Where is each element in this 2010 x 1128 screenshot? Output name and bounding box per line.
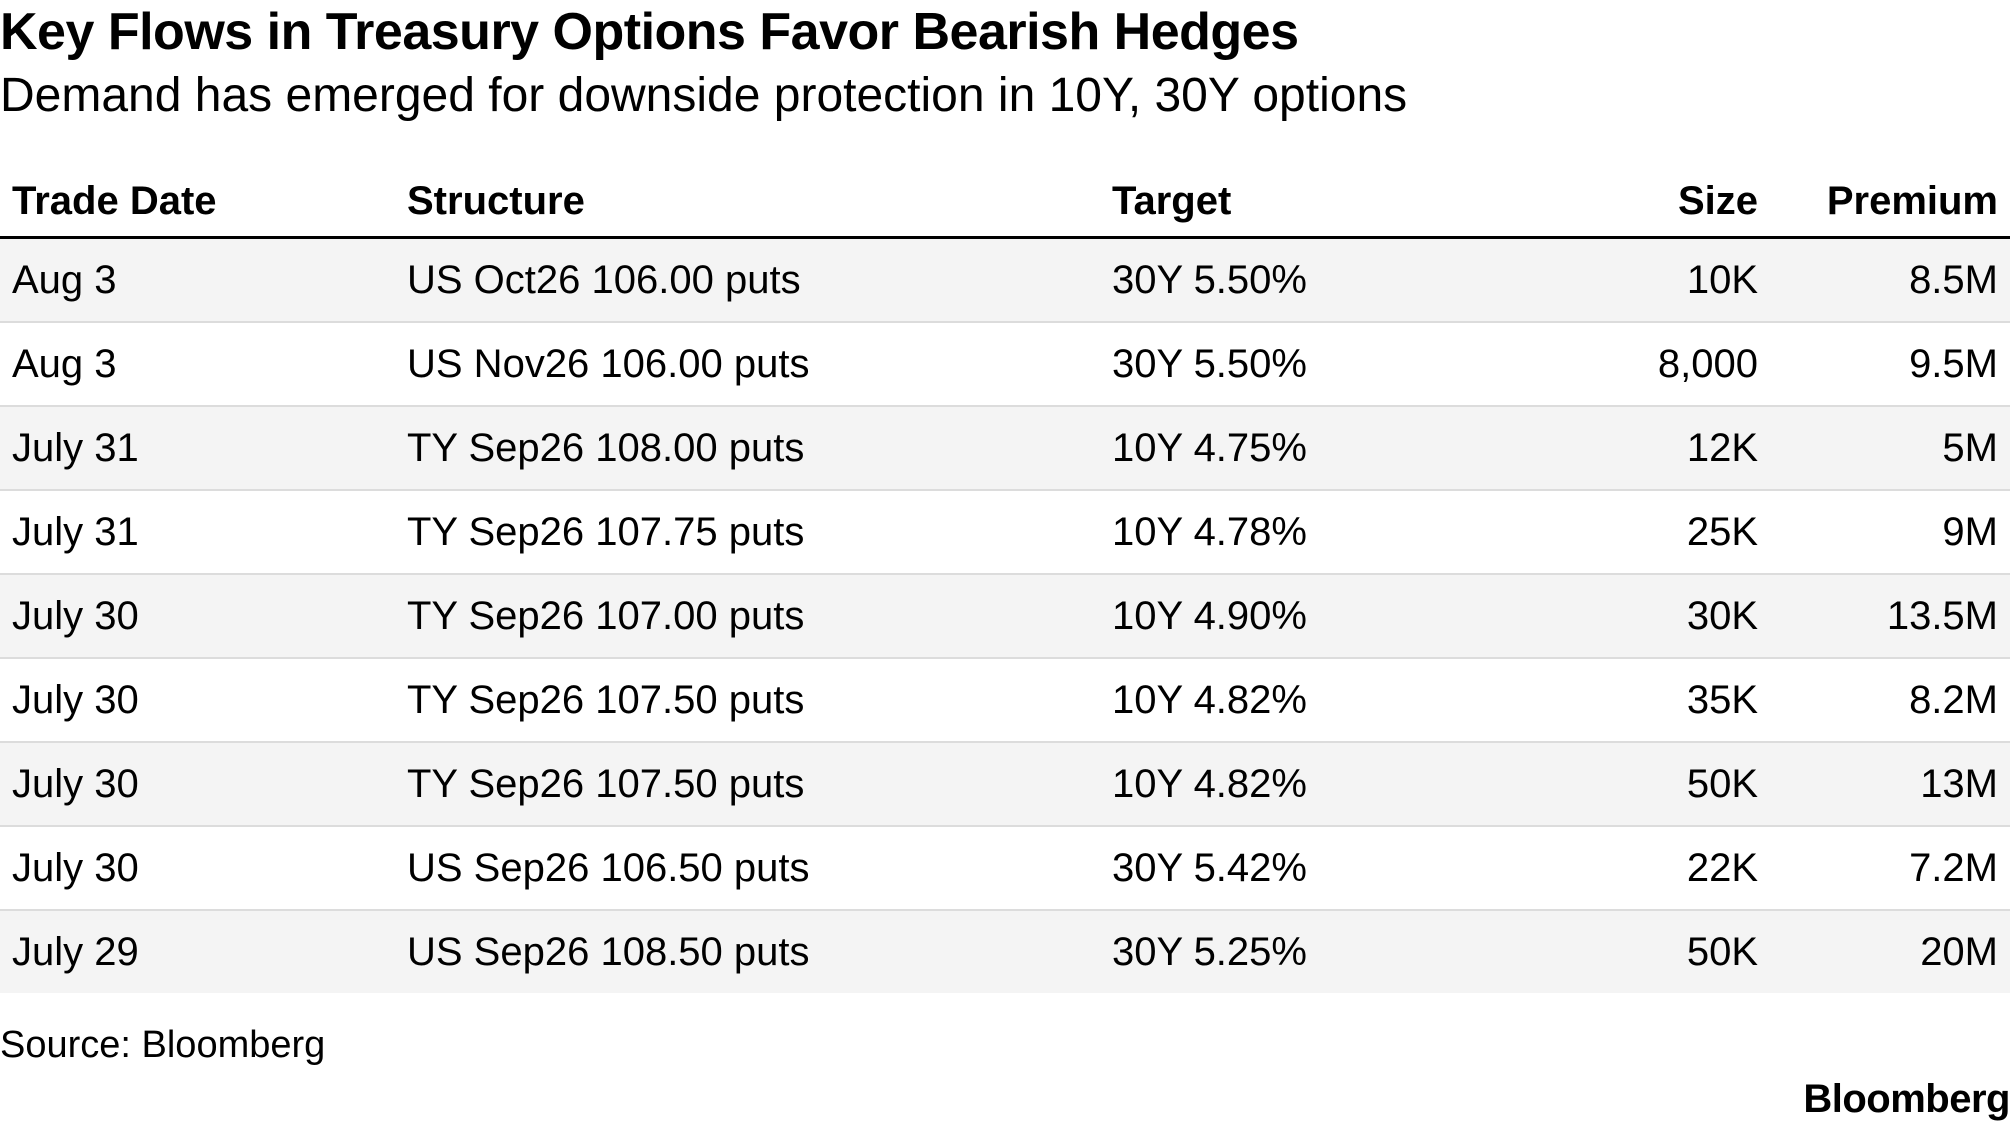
column-header-size: Size	[1400, 166, 1770, 239]
cell-size: 30K	[1400, 574, 1770, 659]
source-note: Source: Bloomberg	[0, 1024, 326, 1066]
cell-premium: 9M	[1770, 490, 2010, 575]
cell-target: 10Y 4.82%	[1100, 742, 1400, 827]
cell-premium: 9.5M	[1770, 322, 2010, 407]
cell-trade-date: Aug 3	[0, 322, 395, 407]
table-row: July 30 TY Sep26 107.50 puts 10Y 4.82% 5…	[0, 742, 2010, 827]
cell-size: 10K	[1400, 237, 1770, 323]
cell-size: 50K	[1400, 910, 1770, 993]
table-row: July 30 TY Sep26 107.00 puts 10Y 4.90% 3…	[0, 574, 2010, 659]
column-header-trade-date: Trade Date	[0, 166, 395, 239]
table-row: July 30 US Sep26 106.50 puts 30Y 5.42% 2…	[0, 826, 2010, 911]
column-header-structure: Structure	[395, 166, 1100, 239]
table-row: July 31 TY Sep26 108.00 puts 10Y 4.75% 1…	[0, 406, 2010, 491]
bloomberg-logo: Bloomberg	[1803, 1077, 2010, 1121]
cell-structure: TY Sep26 108.00 puts	[395, 406, 1100, 491]
cell-premium: 8.5M	[1770, 237, 2010, 323]
cell-premium: 13M	[1770, 742, 2010, 827]
cell-trade-date: July 30	[0, 658, 395, 743]
cell-target: 30Y 5.42%	[1100, 826, 1400, 911]
cell-trade-date: July 29	[0, 910, 395, 993]
cell-size: 35K	[1400, 658, 1770, 743]
cell-trade-date: July 31	[0, 406, 395, 491]
cell-size: 22K	[1400, 826, 1770, 911]
chart-subtitle: Demand has emerged for downside protecti…	[0, 69, 1408, 122]
cell-structure: US Nov26 106.00 puts	[395, 322, 1100, 407]
cell-target: 30Y 5.50%	[1100, 322, 1400, 407]
cell-target: 10Y 4.78%	[1100, 490, 1400, 575]
cell-structure: US Sep26 106.50 puts	[395, 826, 1100, 911]
cell-premium: 20M	[1770, 910, 2010, 993]
table-row: July 30 TY Sep26 107.50 puts 10Y 4.82% 3…	[0, 658, 2010, 743]
cell-trade-date: July 30	[0, 574, 395, 659]
table-row: July 31 TY Sep26 107.75 puts 10Y 4.78% 2…	[0, 490, 2010, 575]
options-flows-table: Trade Date Structure Target Size Premium…	[0, 166, 2010, 993]
cell-target: 10Y 4.82%	[1100, 658, 1400, 743]
table-row: July 29 US Sep26 108.50 puts 30Y 5.25% 5…	[0, 910, 2010, 993]
cell-size: 12K	[1400, 406, 1770, 491]
cell-premium: 5M	[1770, 406, 2010, 491]
cell-trade-date: July 30	[0, 826, 395, 911]
cell-structure: TY Sep26 107.75 puts	[395, 490, 1100, 575]
column-header-target: Target	[1100, 166, 1400, 239]
cell-target: 30Y 5.25%	[1100, 910, 1400, 993]
cell-structure: US Oct26 106.00 puts	[395, 237, 1100, 323]
table-header-row: Trade Date Structure Target Size Premium	[0, 166, 2010, 239]
cell-target: 10Y 4.75%	[1100, 406, 1400, 491]
cell-target: 30Y 5.50%	[1100, 237, 1400, 323]
cell-structure: TY Sep26 107.50 puts	[395, 742, 1100, 827]
cell-premium: 7.2M	[1770, 826, 2010, 911]
cell-size: 8,000	[1400, 322, 1770, 407]
column-header-premium: Premium	[1770, 166, 2010, 239]
cell-size: 50K	[1400, 742, 1770, 827]
cell-trade-date: July 31	[0, 490, 395, 575]
cell-size: 25K	[1400, 490, 1770, 575]
cell-premium: 13.5M	[1770, 574, 2010, 659]
table-row: Aug 3 US Nov26 106.00 puts 30Y 5.50% 8,0…	[0, 322, 2010, 407]
cell-structure: TY Sep26 107.00 puts	[395, 574, 1100, 659]
cell-premium: 8.2M	[1770, 658, 2010, 743]
chart-title: Key Flows in Treasury Options Favor Bear…	[0, 3, 1299, 61]
cell-target: 10Y 4.90%	[1100, 574, 1400, 659]
cell-trade-date: July 30	[0, 742, 395, 827]
cell-structure: US Sep26 108.50 puts	[395, 910, 1100, 993]
cell-trade-date: Aug 3	[0, 237, 395, 323]
table-row: Aug 3 US Oct26 106.00 puts 30Y 5.50% 10K…	[0, 237, 2010, 323]
cell-structure: TY Sep26 107.50 puts	[395, 658, 1100, 743]
